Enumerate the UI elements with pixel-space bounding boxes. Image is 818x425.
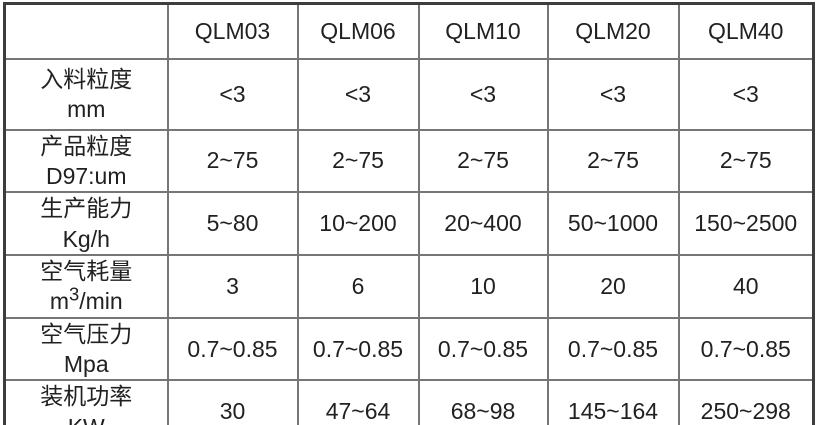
value-cell: 145~164 xyxy=(546,379,680,425)
value-cell: 0.7~0.85 xyxy=(677,316,815,382)
value-cell: 20 xyxy=(546,253,680,319)
value-cell: 6 xyxy=(296,253,420,319)
value-cell: <3 xyxy=(296,57,420,131)
row-label: 装机功率 KW xyxy=(3,379,169,425)
value-cell: 5~80 xyxy=(166,191,299,256)
row-label-unit: Kg/h xyxy=(62,225,110,252)
value-cell: 2~75 xyxy=(677,128,815,194)
value-cell: 2~75 xyxy=(417,128,549,194)
value-cell: 10 xyxy=(417,253,549,319)
value-cell: <3 xyxy=(166,57,299,131)
row-label-name: 空气耗量 xyxy=(40,257,133,284)
value-cell: 3 xyxy=(166,253,299,319)
value-cell: 150~2500 xyxy=(677,191,815,256)
column-header-qlm10: QLM10 xyxy=(417,2,549,60)
header-row: QLM03 QLM06 QLM10 QLM20 QLM40 xyxy=(3,2,815,60)
row-label: 入料粒度 mm xyxy=(3,57,169,131)
row-label: 空气耗量 m3/min xyxy=(3,253,169,319)
spec-table: QLM03 QLM06 QLM10 QLM20 QLM40 入料粒度 mm <3… xyxy=(3,2,815,425)
value-cell: 30 xyxy=(166,379,299,425)
value-cell: <3 xyxy=(417,57,549,131)
value-cell: 0.7~0.85 xyxy=(166,316,299,382)
column-header-qlm40: QLM40 xyxy=(677,2,815,60)
value-cell: 68~98 xyxy=(417,379,549,425)
value-cell: 10~200 xyxy=(296,191,420,256)
value-cell: 40 xyxy=(677,253,815,319)
table-row-feed-size: 入料粒度 mm <3 <3 <3 <3 <3 xyxy=(3,57,815,131)
value-cell: 2~75 xyxy=(296,128,420,194)
corner-cell xyxy=(3,2,169,60)
superscript: 3 xyxy=(68,283,80,305)
column-header-qlm06: QLM06 xyxy=(296,2,420,60)
value-cell: 2~75 xyxy=(546,128,680,194)
value-cell: <3 xyxy=(677,57,815,131)
value-cell: <3 xyxy=(546,57,680,131)
row-label: 生产能力 Kg/h xyxy=(3,191,169,256)
row-label-name: 装机功率 xyxy=(40,383,133,410)
row-label-unit: Mpa xyxy=(63,351,109,378)
value-cell: 20~400 xyxy=(417,191,549,256)
row-label-name: 生产能力 xyxy=(40,195,133,222)
row-label-unit: m3/min xyxy=(49,283,123,315)
row-label-unit: mm xyxy=(67,96,106,122)
table-row-product-size: 产品粒度 D97:um 2~75 2~75 2~75 2~75 2~75 xyxy=(3,128,815,194)
row-label-name: 空气压力 xyxy=(40,320,133,347)
column-header-qlm20: QLM20 xyxy=(546,2,680,60)
value-cell: 0.7~0.85 xyxy=(546,316,680,382)
value-cell: 50~1000 xyxy=(546,191,680,256)
value-cell: 0.7~0.85 xyxy=(417,316,549,382)
row-label-name: 产品粒度 xyxy=(40,132,133,159)
row-label-unit: KW xyxy=(6,412,167,425)
table-row-capacity: 生产能力 Kg/h 5~80 10~200 20~400 50~1000 150… xyxy=(3,191,815,256)
value-cell: 0.7~0.85 xyxy=(296,316,420,382)
value-cell: 250~298 xyxy=(677,379,815,425)
row-label: 空气压力 Mpa xyxy=(3,316,169,382)
row-label-name: 入料粒度 xyxy=(40,65,133,92)
row-label-unit: D97:um xyxy=(45,162,127,189)
value-cell: 47~64 xyxy=(296,379,420,425)
table-row-air-pressure: 空气压力 Mpa 0.7~0.85 0.7~0.85 0.7~0.85 0.7~… xyxy=(3,316,815,382)
row-label: 产品粒度 D97:um xyxy=(3,128,169,194)
column-header-qlm03: QLM03 xyxy=(166,2,299,60)
value-cell: 2~75 xyxy=(166,128,299,194)
table-row-installed-power: 装机功率 KW 30 47~64 68~98 145~164 250~298 xyxy=(3,379,815,425)
table-row-air-consumption: 空气耗量 m3/min 3 6 10 20 40 xyxy=(3,253,815,319)
